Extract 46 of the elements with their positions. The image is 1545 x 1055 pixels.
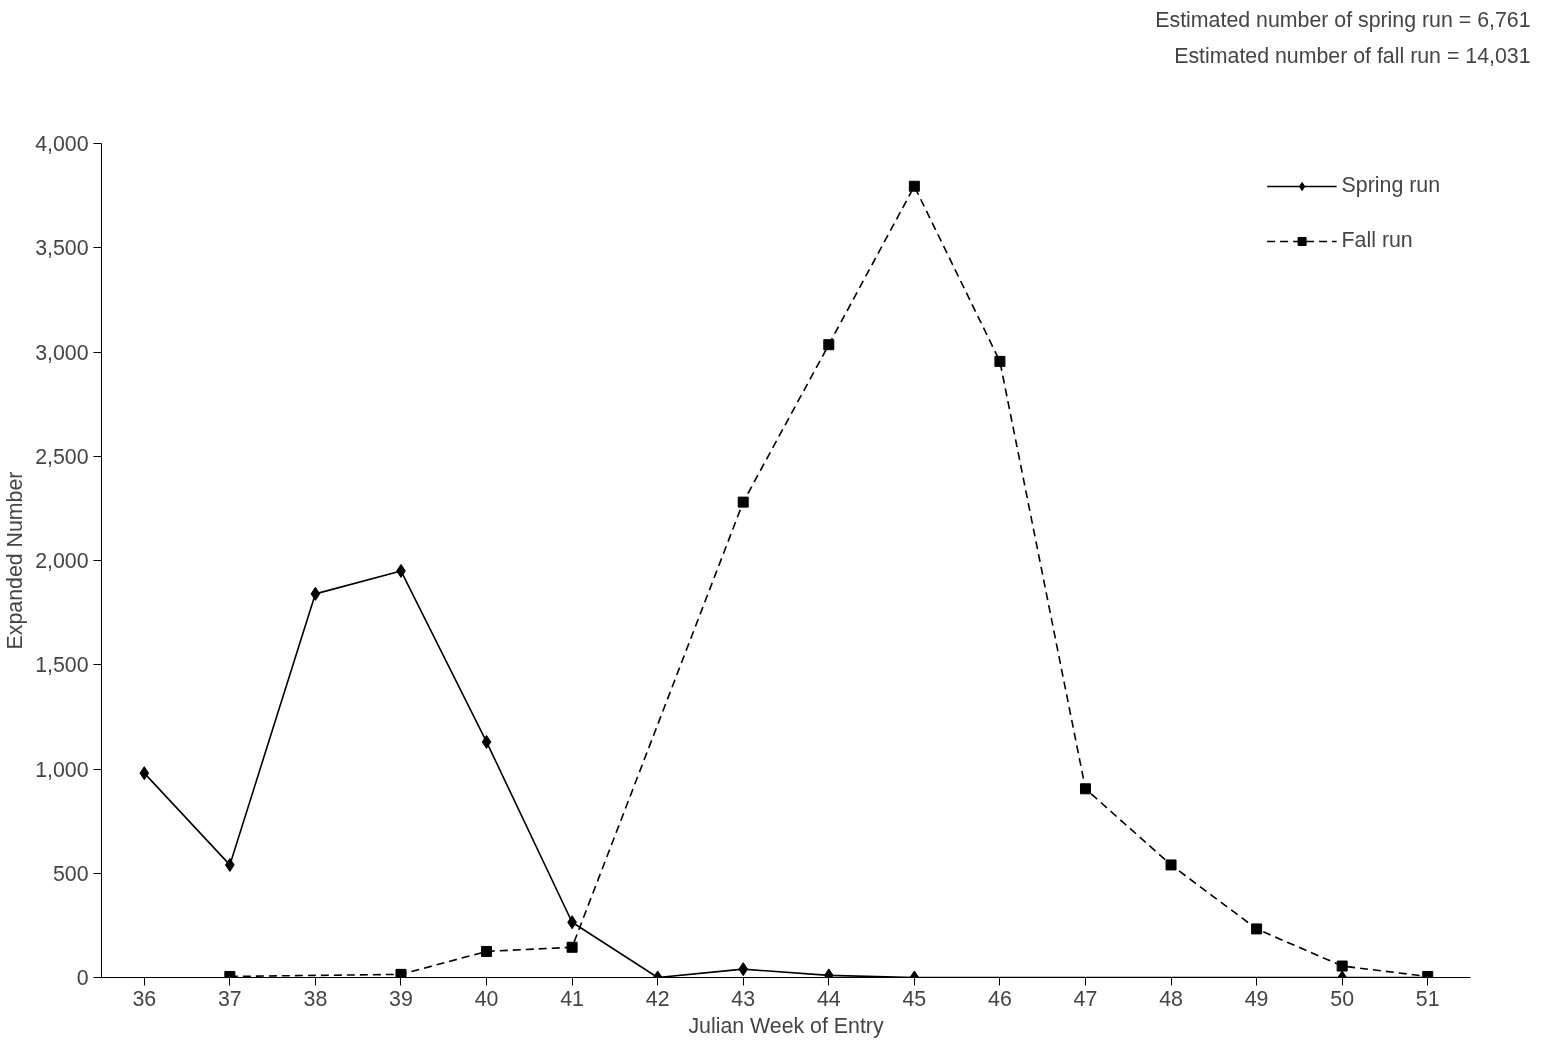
- x-tick-label: 43: [731, 986, 756, 1011]
- x-tick-label: 51: [1415, 986, 1440, 1011]
- x-tick-label: 39: [389, 986, 413, 1011]
- y-tick-label: 1,500: [35, 653, 89, 678]
- x-tick-label: 36: [132, 986, 157, 1011]
- x-tick-label: 41: [560, 986, 584, 1011]
- point: [908, 180, 920, 192]
- point: [737, 496, 749, 508]
- x-tick-label: 38: [303, 986, 328, 1011]
- x-tick-label: 47: [1073, 986, 1098, 1011]
- y-tick-label: 4,000: [35, 132, 89, 156]
- point: [1336, 960, 1348, 972]
- x-tick-label: 46: [988, 986, 1012, 1011]
- x-tick-label: 49: [1244, 986, 1269, 1011]
- point: [310, 586, 321, 601]
- point: [1165, 859, 1177, 871]
- x-tick-label: 50: [1330, 986, 1355, 1011]
- y-tick-label: 0: [76, 966, 89, 990]
- text: Estimated number of spring run = 6,761: [1155, 7, 1531, 32]
- x-tick-label: 40: [474, 986, 499, 1011]
- y-tick-label: 500: [52, 861, 89, 886]
- point: [481, 734, 492, 749]
- x-tick-label: 42: [645, 986, 670, 1011]
- y-tick-label: 3,500: [35, 236, 89, 261]
- point: [481, 945, 493, 957]
- legend-label: Spring run: [1341, 173, 1440, 198]
- x-axis-title: Julian Week of Entry: [688, 1013, 884, 1038]
- point: [1079, 783, 1091, 795]
- y-tick-label: 3,000: [35, 340, 89, 365]
- point: [566, 941, 578, 953]
- x-tick-label: 37: [217, 986, 242, 1011]
- text: Estimated number of fall run = 14,031: [1174, 43, 1531, 68]
- point: [823, 339, 835, 351]
- y-tick-label: 2,500: [35, 444, 89, 469]
- point: [994, 355, 1006, 367]
- point: [1251, 923, 1263, 935]
- y-tick-label: 1,000: [35, 757, 89, 782]
- point: [738, 962, 749, 977]
- legend-label: Fall run: [1341, 228, 1413, 253]
- point: [395, 968, 407, 978]
- x-tick-label: 45: [902, 986, 927, 1011]
- y-axis-title: Expanded Number: [3, 471, 28, 650]
- x-tick-label: 48: [1159, 986, 1183, 1011]
- y-tick-label: 2,000: [35, 549, 89, 573]
- x-tick-label: 44: [816, 986, 841, 1011]
- point: [139, 766, 150, 781]
